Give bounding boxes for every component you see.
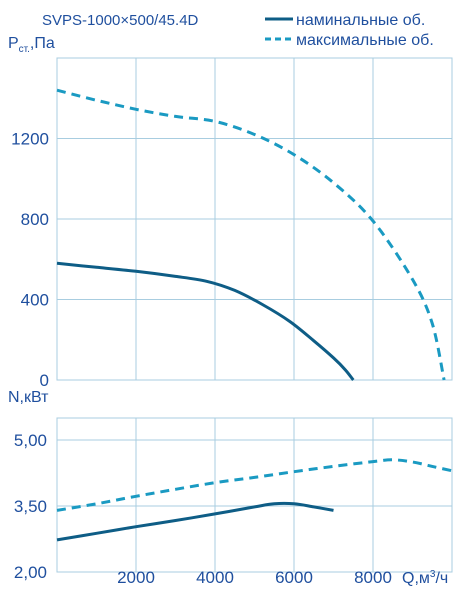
- pressure-axis-label-sub: ст.: [19, 44, 30, 55]
- flow-axis-label: Q,м3/ч: [402, 569, 448, 587]
- flow-axis-label-tail: /ч: [435, 570, 448, 587]
- power-grid: [56, 417, 453, 573]
- power-nominal-series-line: [56, 501, 334, 542]
- legend-label-nominal: наминальные об.: [296, 12, 425, 29]
- y-tick-label: 2,00: [14, 563, 47, 582]
- power-tick-labels: 2,00 3,50 5,00: [14, 431, 47, 582]
- x-tick-label: 6000: [275, 568, 313, 587]
- plot-frame: [56, 417, 453, 573]
- pressure-tick-labels: 0 400 800 1200: [11, 130, 49, 391]
- power-axis-label: N,кВт: [8, 389, 49, 406]
- legend: наминальные об. максимальные об.: [265, 12, 434, 49]
- pressure-axis-label-main: P: [8, 35, 19, 52]
- flow-tick-labels: 2000 4000 6000 8000: [117, 568, 392, 587]
- power-series: [56, 458, 453, 542]
- pressure-axis-label: Pст.,Па: [8, 35, 55, 55]
- y-tick-label: 800: [21, 210, 49, 229]
- x-tick-label: 8000: [354, 568, 392, 587]
- y-tick-label: 3,50: [14, 497, 47, 516]
- flow-axis-label-sup: 3: [430, 569, 436, 580]
- y-tick-label: 5,00: [14, 431, 47, 450]
- pressure-axis-label-unit: ,Па: [30, 35, 55, 52]
- legend-label-max: максимальные об.: [296, 32, 434, 49]
- pressure-series: [56, 88, 446, 381]
- y-tick-label: 1200: [11, 130, 49, 149]
- power-max-series-line: [56, 458, 453, 512]
- chart-title: SVPS-1000×500/45.4D: [42, 12, 199, 29]
- y-tick-label: 0: [40, 371, 49, 390]
- pressure-max-series-line: [56, 88, 446, 381]
- pressure-nominal-series-line: [56, 261, 355, 381]
- y-tick-label: 400: [21, 291, 49, 310]
- x-tick-label: 4000: [196, 568, 234, 587]
- flow-axis-label-main: Q,м: [402, 570, 430, 587]
- x-tick-label: 2000: [117, 568, 155, 587]
